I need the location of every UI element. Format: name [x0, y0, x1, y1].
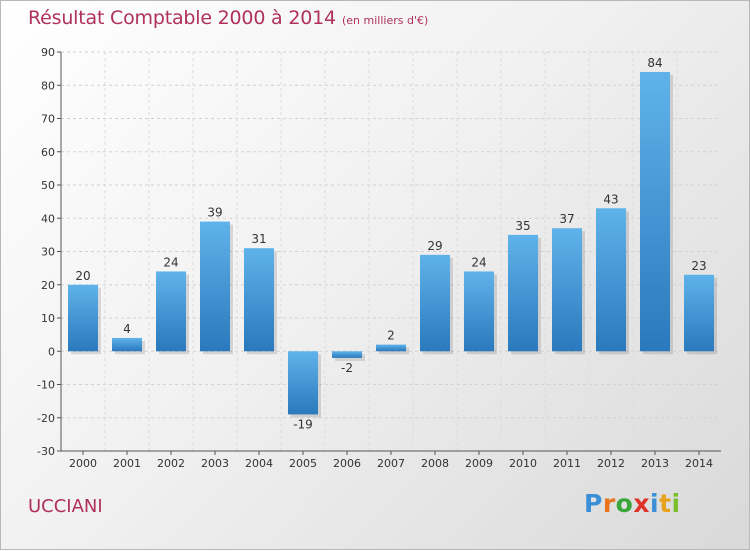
bar — [596, 208, 626, 352]
x-tick-label: 2009 — [465, 457, 493, 470]
data-label: 43 — [603, 192, 618, 206]
bar — [288, 351, 318, 415]
logo-letter: P — [584, 489, 603, 518]
proxiti-logo: Proxiti — [584, 489, 681, 518]
x-tick-label: 2010 — [509, 457, 537, 470]
commune-name: UCCIANI — [28, 496, 103, 517]
y-tick-label: 70 — [41, 113, 55, 126]
bar — [552, 228, 582, 352]
chart-title: Résultat Comptable 2000 à 2014 — [28, 7, 336, 29]
logo-letter: i — [671, 489, 681, 518]
x-tick-label: 2014 — [685, 457, 713, 470]
x-tick-label: 2004 — [245, 457, 273, 470]
bar — [68, 284, 98, 352]
x-tick-label: 2011 — [553, 457, 581, 470]
logo-letter: r — [602, 489, 616, 518]
bar — [684, 274, 714, 352]
y-tick-label: 60 — [41, 146, 55, 159]
x-tick-label: 2013 — [641, 457, 669, 470]
x-tick-label: 2005 — [289, 457, 317, 470]
data-label: 23 — [691, 259, 706, 273]
bar — [332, 351, 362, 358]
bar — [640, 71, 670, 352]
x-tick-label: 2001 — [113, 457, 141, 470]
chart-subtitle: (en milliers d'€) — [342, 14, 429, 27]
x-tick-label: 2000 — [69, 457, 97, 470]
bar — [464, 271, 494, 352]
x-tick-label: 2008 — [421, 457, 449, 470]
y-tick-label: 30 — [41, 246, 55, 259]
x-tick-label: 2002 — [157, 457, 185, 470]
bar — [420, 254, 450, 352]
data-label: 31 — [251, 232, 266, 246]
y-tick-label: 0 — [48, 345, 55, 358]
x-tick-label: 2007 — [377, 457, 405, 470]
bar — [112, 337, 142, 352]
data-label: 20 — [75, 269, 90, 283]
data-label: 4 — [123, 322, 131, 336]
bar — [200, 221, 230, 352]
data-label: 24 — [471, 255, 486, 269]
bar — [376, 344, 406, 352]
axes: -30 -20 -10 0 10 20 30 40 50 60 70 80 90 2000 2001 2002… — [37, 46, 721, 470]
y-tick-label: 50 — [41, 179, 55, 192]
logo-letter: t — [659, 489, 672, 518]
data-label: 24 — [163, 255, 178, 269]
data-label: -19 — [293, 417, 313, 431]
bar — [508, 234, 538, 352]
bar — [244, 248, 274, 352]
y-tick-label: -30 — [37, 445, 55, 458]
y-tick-label: 10 — [41, 312, 55, 325]
logo-letter: i — [650, 489, 660, 518]
y-tick-label: 40 — [41, 212, 55, 225]
y-tick-label: 80 — [41, 79, 55, 92]
data-label: 37 — [559, 212, 574, 226]
data-labels: 20 4 24 39 31 -19 -2 2 29 24 35 37 43 84 23 — [75, 56, 706, 431]
data-label: 2 — [387, 329, 395, 343]
data-label: 39 — [207, 206, 222, 220]
y-tick-label: 20 — [41, 279, 55, 292]
x-tick-label: 2003 — [201, 457, 229, 470]
y-tick-label: -10 — [37, 379, 55, 392]
bar — [156, 271, 186, 352]
x-tick-label: 2012 — [597, 457, 625, 470]
logo-letter: x — [633, 489, 650, 518]
y-tick-label: -20 — [37, 412, 55, 425]
data-label: -2 — [341, 361, 353, 375]
data-label: 29 — [427, 239, 442, 253]
x-tick-label: 2006 — [333, 457, 361, 470]
logo-letter: o — [615, 489, 634, 518]
y-tick-label: 90 — [41, 46, 55, 59]
data-label: 35 — [515, 219, 530, 233]
data-label: 84 — [647, 56, 662, 70]
bars — [68, 71, 717, 418]
